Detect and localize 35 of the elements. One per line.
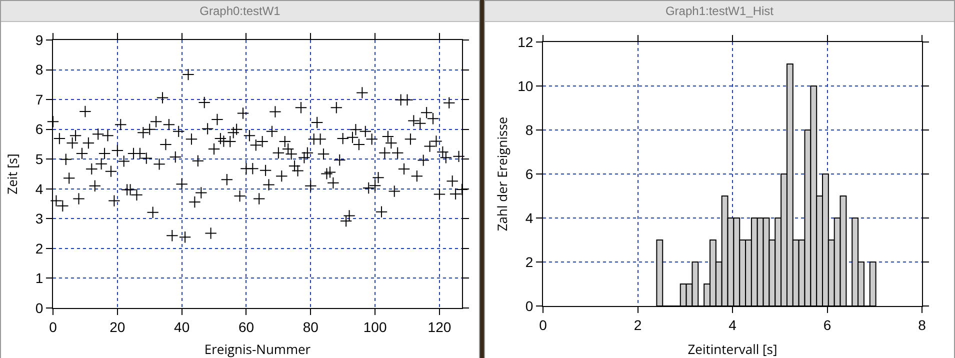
y-tick-label: 8 [35,62,44,78]
y-tick-label: 4 [525,210,534,226]
y-tick-label: 4 [35,180,44,197]
y-tick-label: 9 [35,32,44,48]
y-axis-title: Zeit [s] [3,154,21,194]
x-tick-label: 80 [302,318,319,335]
x-axis-title: Zeitintervall [s] [688,340,778,358]
y-tick-label: 10 [518,78,534,94]
y-axis-title: Zahl der Ereignisse [493,116,511,232]
y-tick-label: 2 [35,240,44,256]
x-tick-label: 20 [110,318,126,335]
x-axis-title: Ereignis-Nummer [204,340,312,358]
y-tick-label: 2 [525,254,534,270]
x-tick-label: 120 [428,318,452,335]
y-tick-label: 3 [35,210,44,227]
x-tick-label: 40 [174,318,190,335]
y-tick-label: 0 [525,298,534,314]
x-tick-label: 100 [363,318,387,335]
chart-title: Graph1:testW1_Hist [485,1,954,22]
y-tick-label: 8 [525,122,534,138]
x-tick-label: 0 [539,316,548,333]
y-tick-label: 12 [518,34,534,50]
y-tick-label: 6 [35,121,44,138]
x-tick-label: 8 [918,316,926,333]
x-tick-label: 2 [634,316,642,333]
x-tick-label: 6 [823,316,832,333]
y-tick-label: 0 [35,300,44,316]
y-tick-label: 6 [525,166,534,182]
chart-title: Graph0:testW1 [1,1,479,22]
x-tick-label: 0 [49,318,58,335]
x-tick-label: 60 [238,318,254,335]
y-tick-label: 5 [35,151,44,168]
x-tick-label: 4 [728,316,737,333]
y-tick-label: 1 [35,270,44,286]
y-tick-label: 7 [35,91,44,108]
